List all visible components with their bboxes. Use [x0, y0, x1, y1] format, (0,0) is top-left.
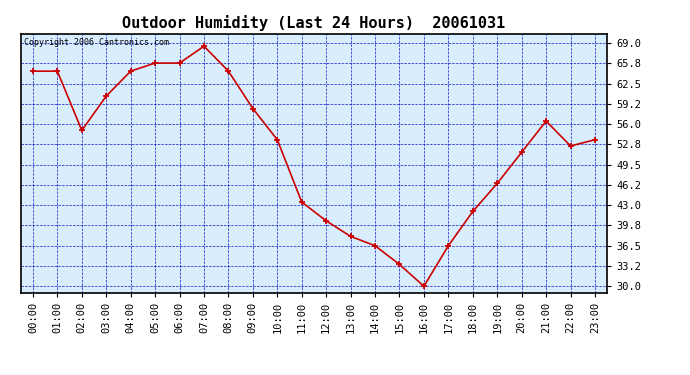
Title: Outdoor Humidity (Last 24 Hours)  20061031: Outdoor Humidity (Last 24 Hours) 2006103…	[122, 15, 506, 31]
Text: Copyright 2006 Cantronics.com: Copyright 2006 Cantronics.com	[23, 38, 168, 46]
